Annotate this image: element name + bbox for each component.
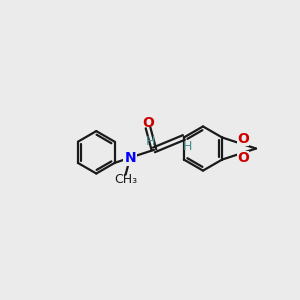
Text: N: N [124, 151, 136, 165]
Text: CH₃: CH₃ [114, 173, 137, 186]
Text: O: O [237, 133, 249, 146]
Text: O: O [237, 151, 249, 165]
Text: H: H [146, 135, 155, 148]
Text: H: H [183, 140, 192, 153]
Text: O: O [142, 116, 154, 130]
